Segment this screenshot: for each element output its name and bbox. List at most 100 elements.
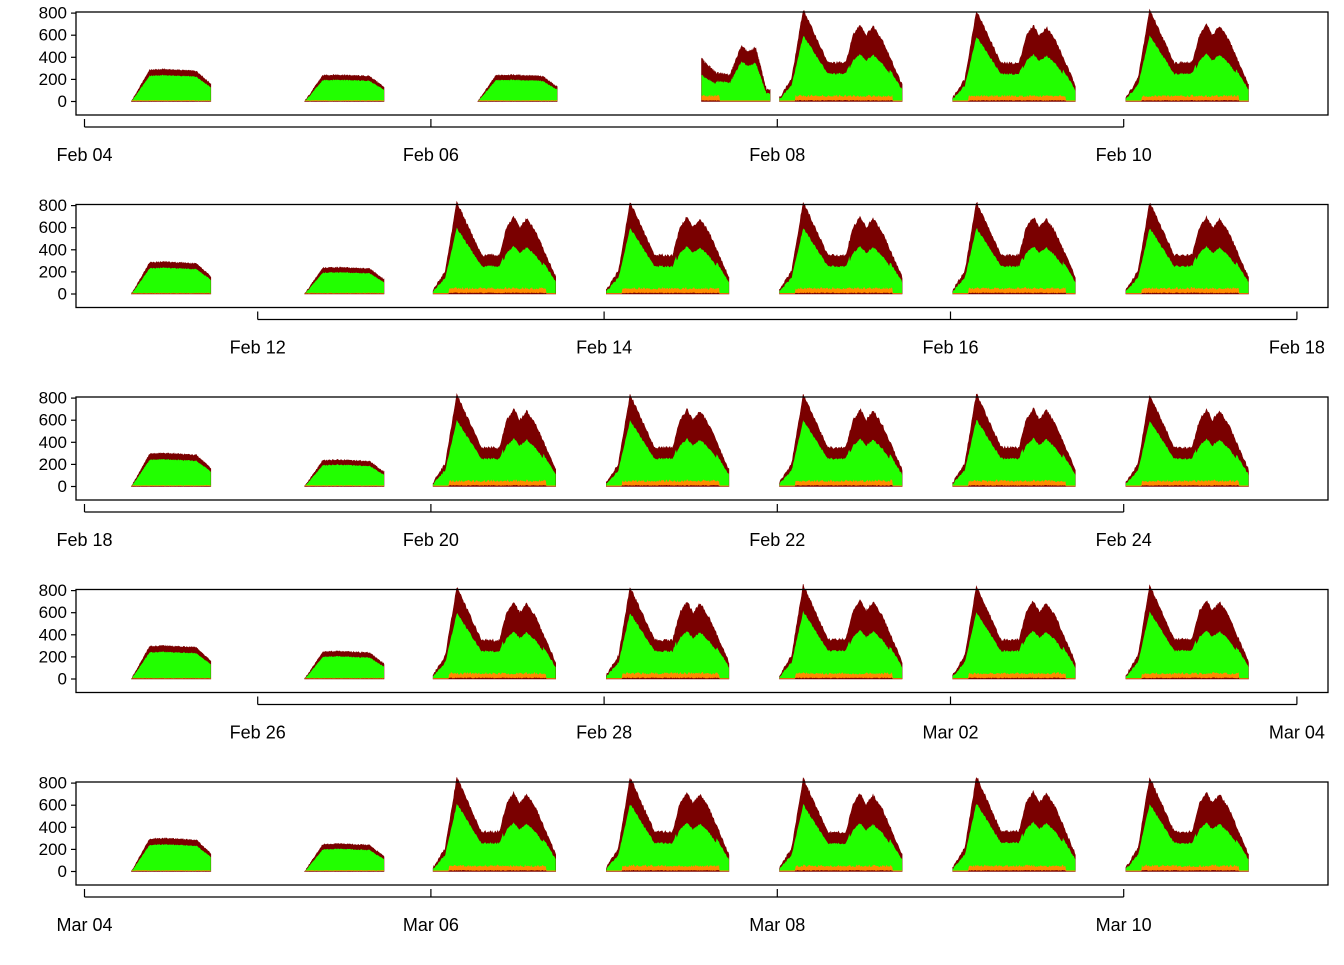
bottom-layer [779, 485, 903, 487]
bottom-layer [1125, 870, 1249, 872]
day-2016-02-11 [130, 260, 212, 295]
bottom-layer [304, 870, 384, 872]
bottom-layer [304, 293, 384, 294]
bottom-layer [779, 292, 903, 294]
day-2016-02-10 [1125, 8, 1249, 102]
main-layer [701, 61, 771, 102]
bottom-layer [952, 870, 1076, 872]
mid-layer [1125, 287, 1249, 294]
x-tick-label: Feb 18 [56, 530, 112, 550]
bottom-layer [1125, 677, 1249, 679]
main-layer [304, 655, 384, 679]
bottom-layer [606, 485, 729, 487]
mid-layer [779, 286, 903, 294]
mid-layer [779, 479, 903, 487]
x-tick-label: Feb 08 [749, 145, 805, 165]
plot-frame [75, 203, 1329, 309]
bottom-layer [606, 677, 729, 679]
y-tick-label: 600 [39, 796, 67, 815]
main-layer [779, 420, 903, 487]
main-layer [606, 804, 729, 872]
mid-layer [952, 479, 1076, 487]
x-tick-label: Feb 18 [1269, 338, 1325, 358]
plot-frame [75, 781, 1329, 886]
mid-layer [433, 287, 556, 294]
day-2016-03-04 [131, 837, 212, 872]
day-2016-02-09 [952, 11, 1076, 102]
mid-layer [952, 286, 1076, 294]
y-tick-label: 200 [39, 840, 67, 859]
main-layer [131, 651, 211, 679]
day-2016-02-14 [606, 202, 730, 295]
bottom-layer [131, 485, 211, 487]
day-2016-02-08 [779, 10, 903, 102]
bottom-layer [779, 100, 903, 102]
y-tick-label: 400 [39, 240, 67, 259]
main-layer [304, 464, 384, 487]
x-tick-label: Feb 14 [576, 338, 632, 358]
bottom-layer [477, 100, 558, 102]
plot-frame [75, 588, 1329, 694]
day-2016-02-24 [1125, 395, 1249, 487]
bottom-layer [304, 678, 384, 679]
bottom-layer [433, 870, 556, 872]
day-2016-03-09 [952, 777, 1076, 872]
bottom-layer [433, 292, 556, 294]
bottom-layer [606, 870, 729, 872]
y-tick-label: 800 [39, 196, 67, 215]
day-2016-02-16 [952, 201, 1076, 295]
y-tick-label: 0 [58, 670, 67, 689]
bottom-layer [1125, 100, 1249, 102]
mid-layer [606, 286, 729, 294]
y-tick-label: 200 [39, 262, 67, 281]
panel-1: 0 200 400 600 800 Feb 04 Feb 06 Feb 08 Feb 10 [39, 4, 1329, 165]
main-layer [304, 848, 384, 872]
bottom-layer [304, 485, 384, 487]
bottom-layer [131, 100, 211, 102]
day-2016-02-20 [432, 392, 556, 487]
mid-layer [779, 864, 903, 872]
x-tick-label: Feb 26 [230, 723, 286, 743]
plot-frame [75, 11, 1329, 116]
main-layer [131, 267, 211, 294]
day-2016-02-23 [952, 393, 1076, 487]
x-tick-label: Feb 10 [1096, 145, 1152, 165]
y-tick-label: 0 [58, 92, 67, 111]
bottom-layer [131, 870, 211, 872]
y-tick-label: 600 [39, 603, 67, 622]
main-layer [1125, 228, 1249, 294]
day-2016-03-02 [1125, 584, 1249, 680]
day-2016-02-18 [130, 452, 212, 487]
x-tick-label: Mar 08 [749, 915, 805, 935]
main-layer [952, 228, 1076, 294]
y-tick-label: 200 [39, 455, 67, 474]
y-tick-label: 200 [39, 647, 67, 666]
bottom-layer [779, 677, 903, 679]
day-2016-02-27 [432, 587, 556, 680]
y-tick-label: 600 [39, 411, 67, 430]
mid-layer [952, 94, 1076, 102]
main-layer [433, 613, 556, 679]
mid-layer [433, 864, 556, 872]
bottom-layer [952, 292, 1076, 294]
x-tick-label: Mar 02 [922, 723, 978, 743]
y-tick-label: 0 [58, 477, 67, 496]
day-2016-03-08 [779, 777, 903, 872]
mid-layer [779, 672, 903, 679]
main-layer [304, 271, 384, 294]
bottom-layer [779, 870, 903, 872]
day-2016-03-01 [952, 585, 1076, 680]
y-tick-label: 400 [39, 48, 67, 67]
main-layer [131, 74, 211, 102]
main-layer [779, 36, 903, 102]
mid-layer [606, 479, 729, 487]
bottom-layer [1125, 485, 1249, 487]
bottom-layer [131, 293, 211, 294]
mid-layer [1125, 864, 1249, 872]
main-layer [779, 228, 903, 294]
x-tick-label: Feb 16 [922, 338, 978, 358]
main-layer [779, 804, 903, 872]
x-tick-label: Feb 12 [230, 338, 286, 358]
y-tick-label: 200 [39, 70, 67, 89]
